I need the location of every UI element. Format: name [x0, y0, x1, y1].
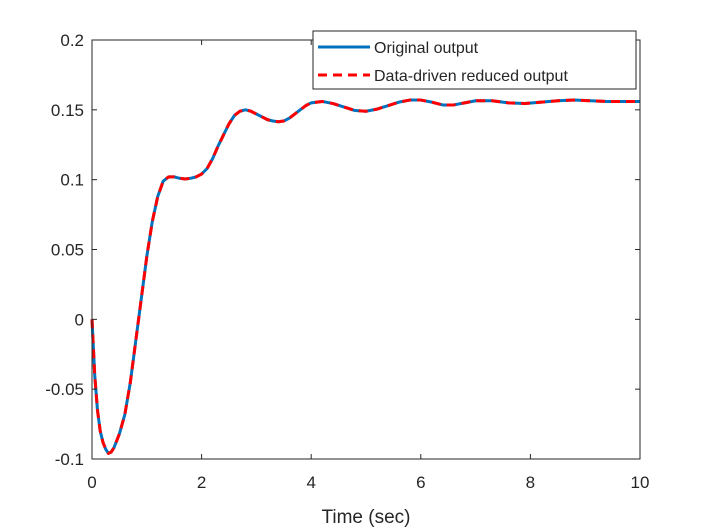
y-tick-label: 0.05 [51, 241, 84, 260]
legend-label-original-output: Original output [374, 40, 479, 57]
legend-label-data-driven-reduced-output: Data-driven reduced output [374, 68, 568, 85]
y-tick-label: 0.1 [60, 171, 84, 190]
y-tick-label: -0.1 [55, 450, 84, 469]
legend-box [312, 30, 637, 90]
x-axis-label: Time (sec) [321, 507, 410, 528]
series-layer [90, 98, 640, 455]
x-tick-label: 8 [526, 473, 535, 492]
y-tick-label: -0.05 [45, 380, 84, 399]
y-tick-label: 0 [75, 310, 84, 329]
series-line-data-driven-reduced-output [90, 98, 640, 455]
x-tick-label: 2 [197, 473, 206, 492]
x-tick-label: 4 [306, 473, 315, 492]
x-tick-label: 10 [631, 473, 650, 492]
y-axis: -0.1 -0.05 0 0.05 0.1 0.15 0.2 [45, 31, 640, 469]
legend: Original output Data-driven reduced outp… [312, 30, 637, 90]
x-tick-label: 0 [87, 473, 96, 492]
plot-area-background [92, 40, 640, 459]
y-tick-label: 0.2 [60, 31, 84, 50]
x-tick-label: 6 [416, 473, 425, 492]
y-tick-label: 0.15 [51, 101, 84, 120]
